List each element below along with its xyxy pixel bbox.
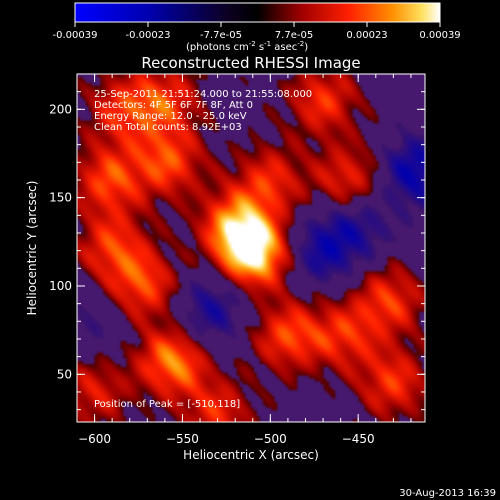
peak-position-label: Position of Peak = [-510,118]: [94, 399, 240, 410]
y-tick-label: 50: [57, 367, 72, 381]
annotation-line: 25-Sep-2011 21:51:24.000 to 21:55:08.000: [94, 89, 312, 100]
colorbar-ticks: -0.00039 -0.00023 -7.7e-05 7.7e-05 0.00023 0.…: [53, 22, 461, 41]
colorbar-tick-label: 0.00039: [419, 30, 460, 41]
x-tick-label: −500: [254, 432, 287, 446]
y-tick-label: 200: [49, 102, 72, 116]
colorbar-tick-label: -0.00023: [126, 30, 171, 41]
footer-date: 30-Aug-2013 16:39: [399, 488, 496, 499]
x-tick-label: −550: [166, 432, 199, 446]
x-axis-label: Heliocentric X (arcsec): [183, 448, 319, 462]
annotation-line: Clean Total counts: 8.92E+03: [94, 122, 242, 133]
chart-title: Reconstructed RHESSI Image: [141, 54, 360, 72]
annotation-line: Detectors: 4F 5F 6F 7F 8F, Att 0: [94, 100, 253, 111]
annotation-block: 25-Sep-2011 21:51:24.000 to 21:55:08.000…: [94, 89, 312, 133]
colorbar-tick-label: 0.00023: [346, 30, 387, 41]
y-tick-label: 150: [49, 191, 72, 205]
colorbar: [74, 2, 441, 23]
axis-ticks: −600 −550 −500 −450 50 100 150 200: [49, 74, 425, 446]
annotation-line: Energy Range: 12.0 - 25.0 keV: [94, 111, 247, 122]
y-tick-label: 100: [49, 279, 72, 293]
colorbar-tick-label: 7.7e-05: [275, 30, 313, 41]
heatmap-image: [77, 74, 425, 422]
x-tick-label: −450: [342, 432, 375, 446]
y-axis-label: Heliocentric Y (arcsec): [25, 181, 39, 316]
colorbar-tick-label: -0.00039: [53, 30, 98, 41]
plot-frame: [76, 73, 426, 423]
colorbar-tick-label: -7.7e-05: [200, 30, 242, 41]
x-tick-label: −600: [78, 432, 111, 446]
colorbar-unit-label: (photons cm-2 s-1 asec-2): [186, 40, 308, 53]
